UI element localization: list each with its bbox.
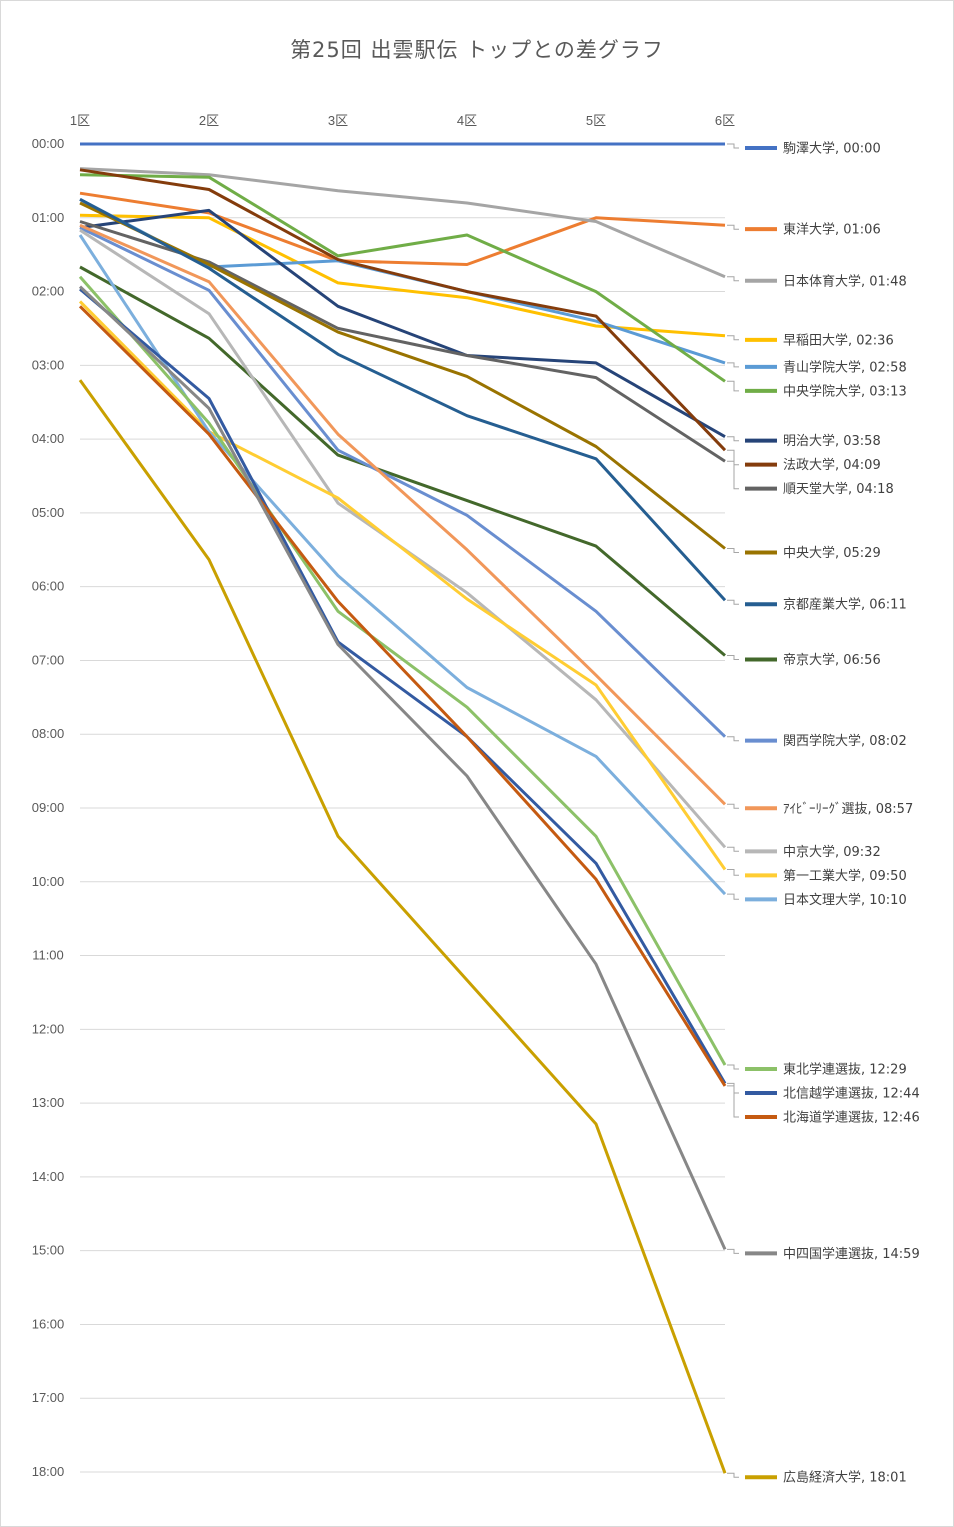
leader-line [727, 1248, 739, 1254]
y-tick-label: 07:00 [32, 652, 65, 667]
y-tick-label: 18:00 [32, 1464, 65, 1479]
leader-line [727, 1064, 739, 1070]
leader-line [727, 1082, 739, 1094]
series-line [78, 285, 727, 1251]
leader-line [727, 362, 739, 368]
series-line [79, 287, 727, 1085]
series-end-label: 東北学連選抜, 12:29 [783, 1061, 907, 1077]
leader-line [727, 803, 739, 809]
series-end-label: 京都産業大学, 06:11 [783, 597, 907, 613]
y-tick-label: 16:00 [32, 1316, 65, 1331]
series-line [79, 191, 726, 266]
chart-title: 第25回 出雲駅伝 トップとの差グラフ [290, 38, 664, 62]
y-tick-label: 17:00 [32, 1390, 65, 1405]
series-line [78, 379, 727, 1474]
x-tick-label: 5区 [586, 113, 606, 128]
series-end-label: 駒澤大学, 00:00 [783, 141, 881, 157]
series-end-label: 中央学院大学, 03:13 [783, 383, 907, 399]
x-tick-label: 1区 [70, 113, 90, 128]
series-end-label: 早稲田大学, 02:36 [783, 332, 894, 348]
leader-line [727, 846, 739, 852]
series-end-label: 関西学院大学, 08:02 [783, 733, 907, 749]
series-end-label: 青山学院大学, 02:58 [783, 359, 907, 375]
series-line [79, 201, 726, 550]
series-end-label: 順天堂大学, 04:18 [783, 481, 894, 497]
series-line [79, 226, 727, 738]
y-tick-label: 02:00 [32, 284, 65, 299]
series-end-label: 広島経済大学, 18:01 [783, 1470, 907, 1486]
series-end-label: 北信越学連選抜, 12:44 [783, 1085, 920, 1101]
y-tick-label: 13:00 [32, 1095, 65, 1110]
series-line [78, 234, 727, 896]
y-tick-label: 11:00 [32, 948, 64, 963]
series-line [79, 173, 726, 383]
series-end-label: 法政大学, 04:09 [783, 457, 881, 473]
series-line [78, 305, 727, 1087]
series-end-label: 中央大学, 05:29 [783, 545, 881, 561]
series-line [79, 220, 726, 463]
x-axis-tick-labels: 1区 2区 3区 4区 5区 6区 [70, 113, 735, 128]
leader-line [727, 143, 739, 149]
leader-line [727, 655, 739, 660]
leader-line [727, 276, 739, 282]
series-line [79, 223, 727, 806]
series-end-label: 東洋大学, 01:06 [783, 222, 881, 238]
leader-line [727, 449, 739, 466]
leader-line [727, 736, 739, 742]
y-tick-label: 03:00 [32, 357, 65, 372]
leader-line [727, 1085, 739, 1118]
y-tick-label: 15:00 [32, 1243, 65, 1258]
series-line [79, 265, 726, 657]
leader-line [727, 869, 739, 876]
series-line [78, 275, 727, 1066]
leader-line [727, 893, 739, 900]
leader-line [727, 1472, 739, 1478]
y-tick-label: 12:00 [32, 1021, 65, 1036]
leader-line [727, 436, 739, 442]
series-line [79, 197, 727, 602]
series-line [79, 168, 727, 452]
leader-line [727, 460, 739, 490]
y-tick-label: 09:00 [32, 800, 65, 815]
series-end-label: ｱｲﾋﾞｰﾘｰｸﾞ選抜, 08:57 [783, 801, 913, 817]
series-end-label: 北海道学連選抜, 12:46 [783, 1109, 920, 1125]
y-tick-label: 14:00 [32, 1169, 65, 1184]
x-tick-label: 3区 [328, 113, 348, 128]
y-tick-label: 08:00 [32, 726, 65, 741]
y-tick-label: 05:00 [32, 505, 65, 520]
leader-line [727, 335, 739, 341]
y-tick-label: 01:00 [32, 210, 65, 225]
series-end-label: 中四国学連選抜, 14:59 [783, 1246, 920, 1262]
series-end-labels: 駒澤大学, 00:00 東洋大学, 01:06 日本体育大学, 01:48 早稲田大学… [727, 141, 920, 1486]
series-line [79, 197, 726, 365]
series-line [79, 167, 726, 279]
leader-line [727, 380, 739, 392]
x-tick-label: 6区 [715, 113, 735, 128]
series-end-label: 中京大学, 09:32 [783, 844, 881, 860]
series-line [79, 228, 727, 849]
y-tick-label: 04:00 [32, 431, 65, 446]
x-tick-label: 4区 [457, 113, 477, 128]
leader-line [727, 548, 739, 553]
series-end-label: 日本文理大学, 10:10 [783, 892, 907, 908]
leader-line [727, 224, 739, 230]
series-end-label: 明治大学, 03:58 [783, 433, 881, 449]
y-axis-tick-labels: 00:00 01:00 02:00 03:00 04:00 05:00 06:00 07:00… [32, 136, 65, 1479]
series-end-label: 帝京大学, 06:56 [783, 652, 881, 668]
leader-line [727, 599, 739, 605]
y-tick-label: 06:00 [32, 579, 65, 594]
series-lines [78, 142, 727, 1474]
y-tick-label: 00:00 [32, 136, 65, 151]
x-tick-label: 2区 [199, 113, 219, 128]
y-tick-label: 10:00 [32, 874, 65, 889]
series-line [79, 208, 726, 439]
series-end-label: 第一工業大学, 09:50 [783, 868, 907, 884]
series-end-label: 日本体育大学, 01:48 [783, 273, 907, 289]
series-line [78, 300, 727, 871]
